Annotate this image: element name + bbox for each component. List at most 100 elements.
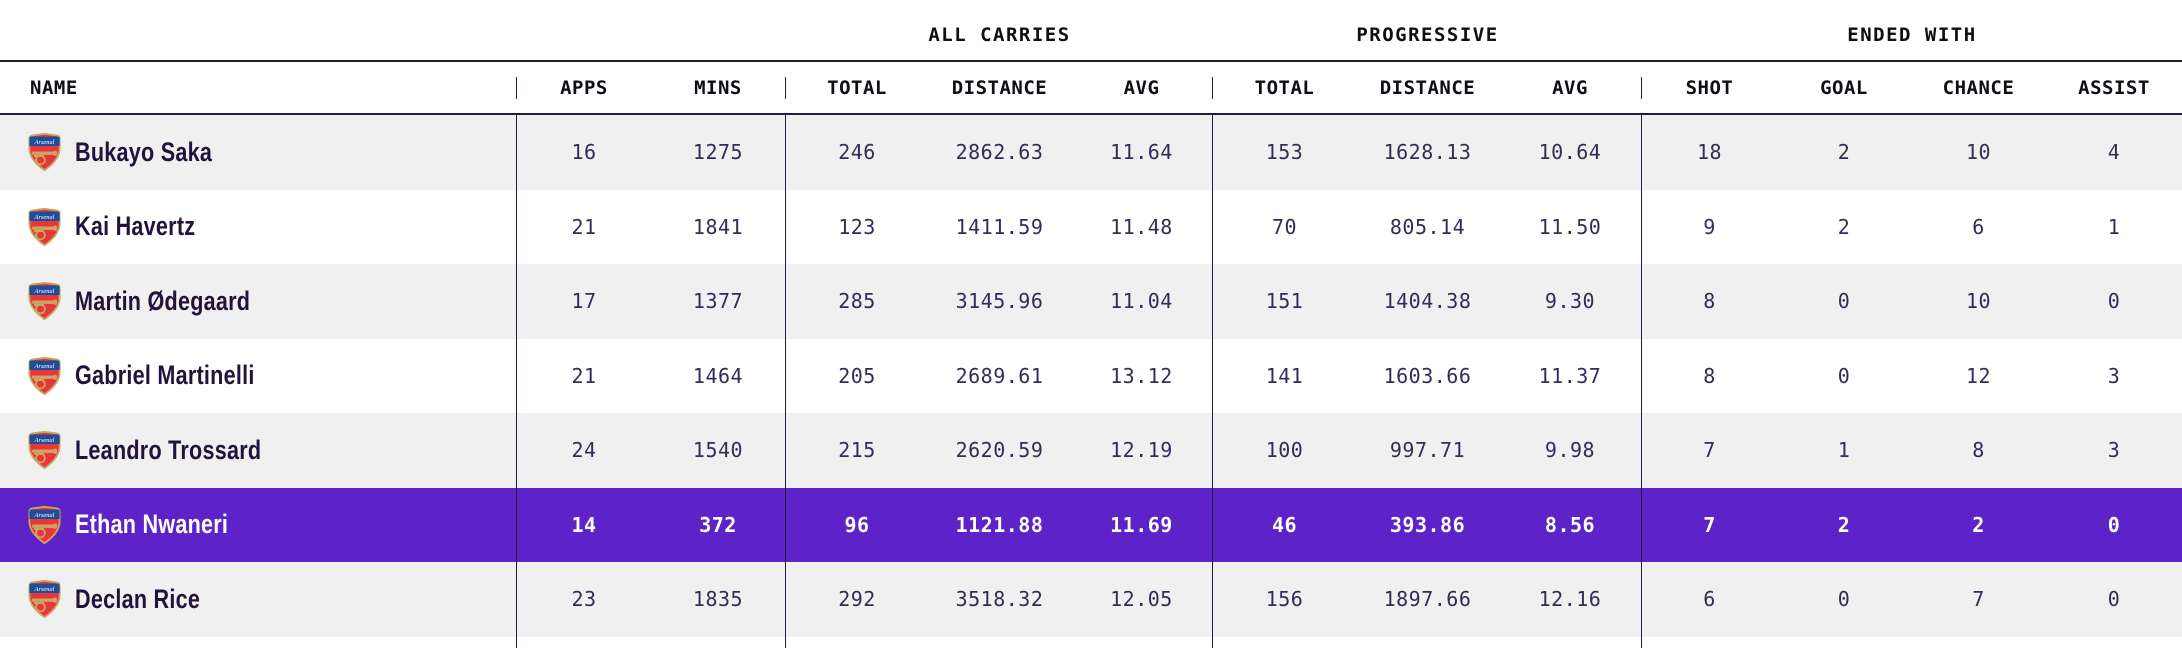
arsenal-crest-icon [28,133,61,171]
progressive-total-value: 151 [1265,289,1304,314]
chance-value: 10 [1965,140,1992,165]
progressive-distance-value: 1404.38 [1383,289,1472,314]
group-header-all-carries: ALL CARRIES [928,24,1071,46]
carries-avg-value: 12.05 [1071,562,1213,637]
carries-total-value: 215 [838,438,876,463]
carries-distance-value: 3518.32 [955,587,1044,612]
carries-avg-value: 11.64 [1071,115,1213,190]
progressive-total-value: 153 [1265,140,1304,165]
mins-value: 1377 [651,264,786,339]
chance-value: 12 [1965,363,1992,388]
column-header-carries-avg: AVG [1071,76,1213,99]
player-name: Declan Rice [75,583,201,614]
apps-value: 21 [571,214,597,239]
arsenal-crest-icon [28,357,61,395]
apps-value: 14 [571,512,597,537]
table-row[interactable]: Leandro Trossard 24 1540 215 2620.59 12.… [0,413,2182,488]
table-row[interactable]: Kai Havertz 21 1841 123 1411.59 11.48 70… [0,189,2182,264]
chance-value: 7 [1972,587,1985,612]
goal-value: 0 [1837,587,1851,612]
column-header-mins: MINS [651,76,786,99]
progressive-total-value: 156 [1265,587,1304,612]
player-cell: Ethan Nwaneri [0,487,517,562]
chance-value: 6 [1972,214,1985,239]
progressive-avg-value: 8.56 [1499,487,1642,562]
table-row[interactable]: Bukayo Saka 16 1275 246 2862.63 11.64 15… [0,115,2182,190]
column-header-carries-total: TOTAL [827,76,887,99]
column-header-row: NAME APPS MINS TOTAL DISTANCE AVG TOTAL … [0,60,2182,115]
table-row[interactable]: Gabriel Martinelli 21 1464 205 2689.61 1… [0,338,2182,413]
progressive-avg-value: 10.64 [1499,115,1642,190]
carries-total-value: 96 [844,512,870,537]
apps-value: 24 [571,438,597,463]
apps-value: 21 [571,363,597,388]
progressive-avg-value: 9.98 [1499,413,1642,488]
progressive-total-value: 141 [1265,363,1304,388]
table-footer-strip [0,636,2182,648]
player-cell: Gabriel Martinelli [0,338,517,413]
mins-value: 1841 [651,189,786,264]
mins-value: 1275 [651,115,786,190]
column-header-apps: APPS [560,76,608,99]
player-cell: Martin Ødegaard [0,264,517,339]
apps-value: 23 [571,587,597,612]
progressive-distance-value: 1628.13 [1383,140,1472,165]
shot-value: 8 [1703,289,1716,314]
player-name: Martin Ødegaard [75,285,251,316]
arsenal-crest-icon [28,580,61,618]
mins-value: 372 [651,487,786,562]
carries-distance-value: 2689.61 [955,363,1044,388]
shot-value: 6 [1703,587,1716,612]
carries-total-value: 292 [838,587,876,612]
column-header-name: NAME [0,76,517,99]
arsenal-crest-icon [28,506,61,544]
group-header-ended-with: ENDED WITH [1847,24,1977,46]
column-header-progressive-total: TOTAL [1254,76,1315,99]
table-row-selected[interactable]: Ethan Nwaneri 14 372 96 1121.88 11.69 46… [0,487,2182,562]
assist-value: 3 [2107,438,2121,463]
table-row[interactable]: Martin Ødegaard 17 1377 285 3145.96 11.0… [0,264,2182,339]
player-cell: Leandro Trossard [0,413,517,488]
carries-avg-value: 12.19 [1071,413,1213,488]
chance-value: 2 [1972,512,1985,537]
carries-distance-value: 2862.63 [955,140,1044,165]
carries-total-value: 246 [838,140,876,165]
goal-value: 1 [1837,438,1851,463]
carries-distance-value: 1411.59 [955,214,1044,239]
assist-value: 1 [2107,214,2121,239]
arsenal-crest-icon [28,208,61,246]
shot-value: 7 [1703,512,1716,537]
column-header-assist: ASSIST [2078,76,2150,99]
progressive-distance-value: 1603.66 [1383,363,1472,388]
column-header-progressive-avg: AVG [1499,76,1642,99]
mins-value: 1540 [651,413,786,488]
chance-value: 8 [1972,438,1985,463]
player-name: Gabriel Martinelli [75,360,255,391]
assist-value: 0 [2107,289,2121,314]
goal-value: 2 [1837,512,1851,537]
goal-value: 0 [1837,289,1851,314]
progressive-total-value: 46 [1271,512,1298,537]
player-cell: Kai Havertz [0,189,517,264]
player-name: Kai Havertz [75,211,196,242]
progressive-distance-value: 393.86 [1389,512,1466,537]
table-row[interactable]: Declan Rice 23 1835 292 3518.32 12.05 15… [0,562,2182,637]
assist-value: 0 [2107,587,2121,612]
carries-avg-value: 11.69 [1071,487,1213,562]
player-name: Leandro Trossard [75,434,262,465]
apps-value: 16 [571,140,597,165]
column-header-goal: GOAL [1820,76,1868,99]
carries-total-value: 205 [838,363,876,388]
carries-distance-value: 2620.59 [955,438,1044,463]
chance-value: 10 [1965,289,1992,314]
group-header-row: ALL CARRIES PROGRESSIVE ENDED WITH [0,0,2182,60]
apps-value: 17 [571,289,597,314]
shot-value: 18 [1696,140,1723,165]
progressive-distance-value: 805.14 [1389,214,1466,239]
column-header-chance: CHANCE [1942,76,2015,99]
shot-value: 7 [1703,438,1716,463]
mins-value: 1464 [651,338,786,413]
progressive-avg-value: 11.37 [1499,338,1642,413]
goal-value: 2 [1837,214,1851,239]
shot-value: 9 [1703,214,1716,239]
